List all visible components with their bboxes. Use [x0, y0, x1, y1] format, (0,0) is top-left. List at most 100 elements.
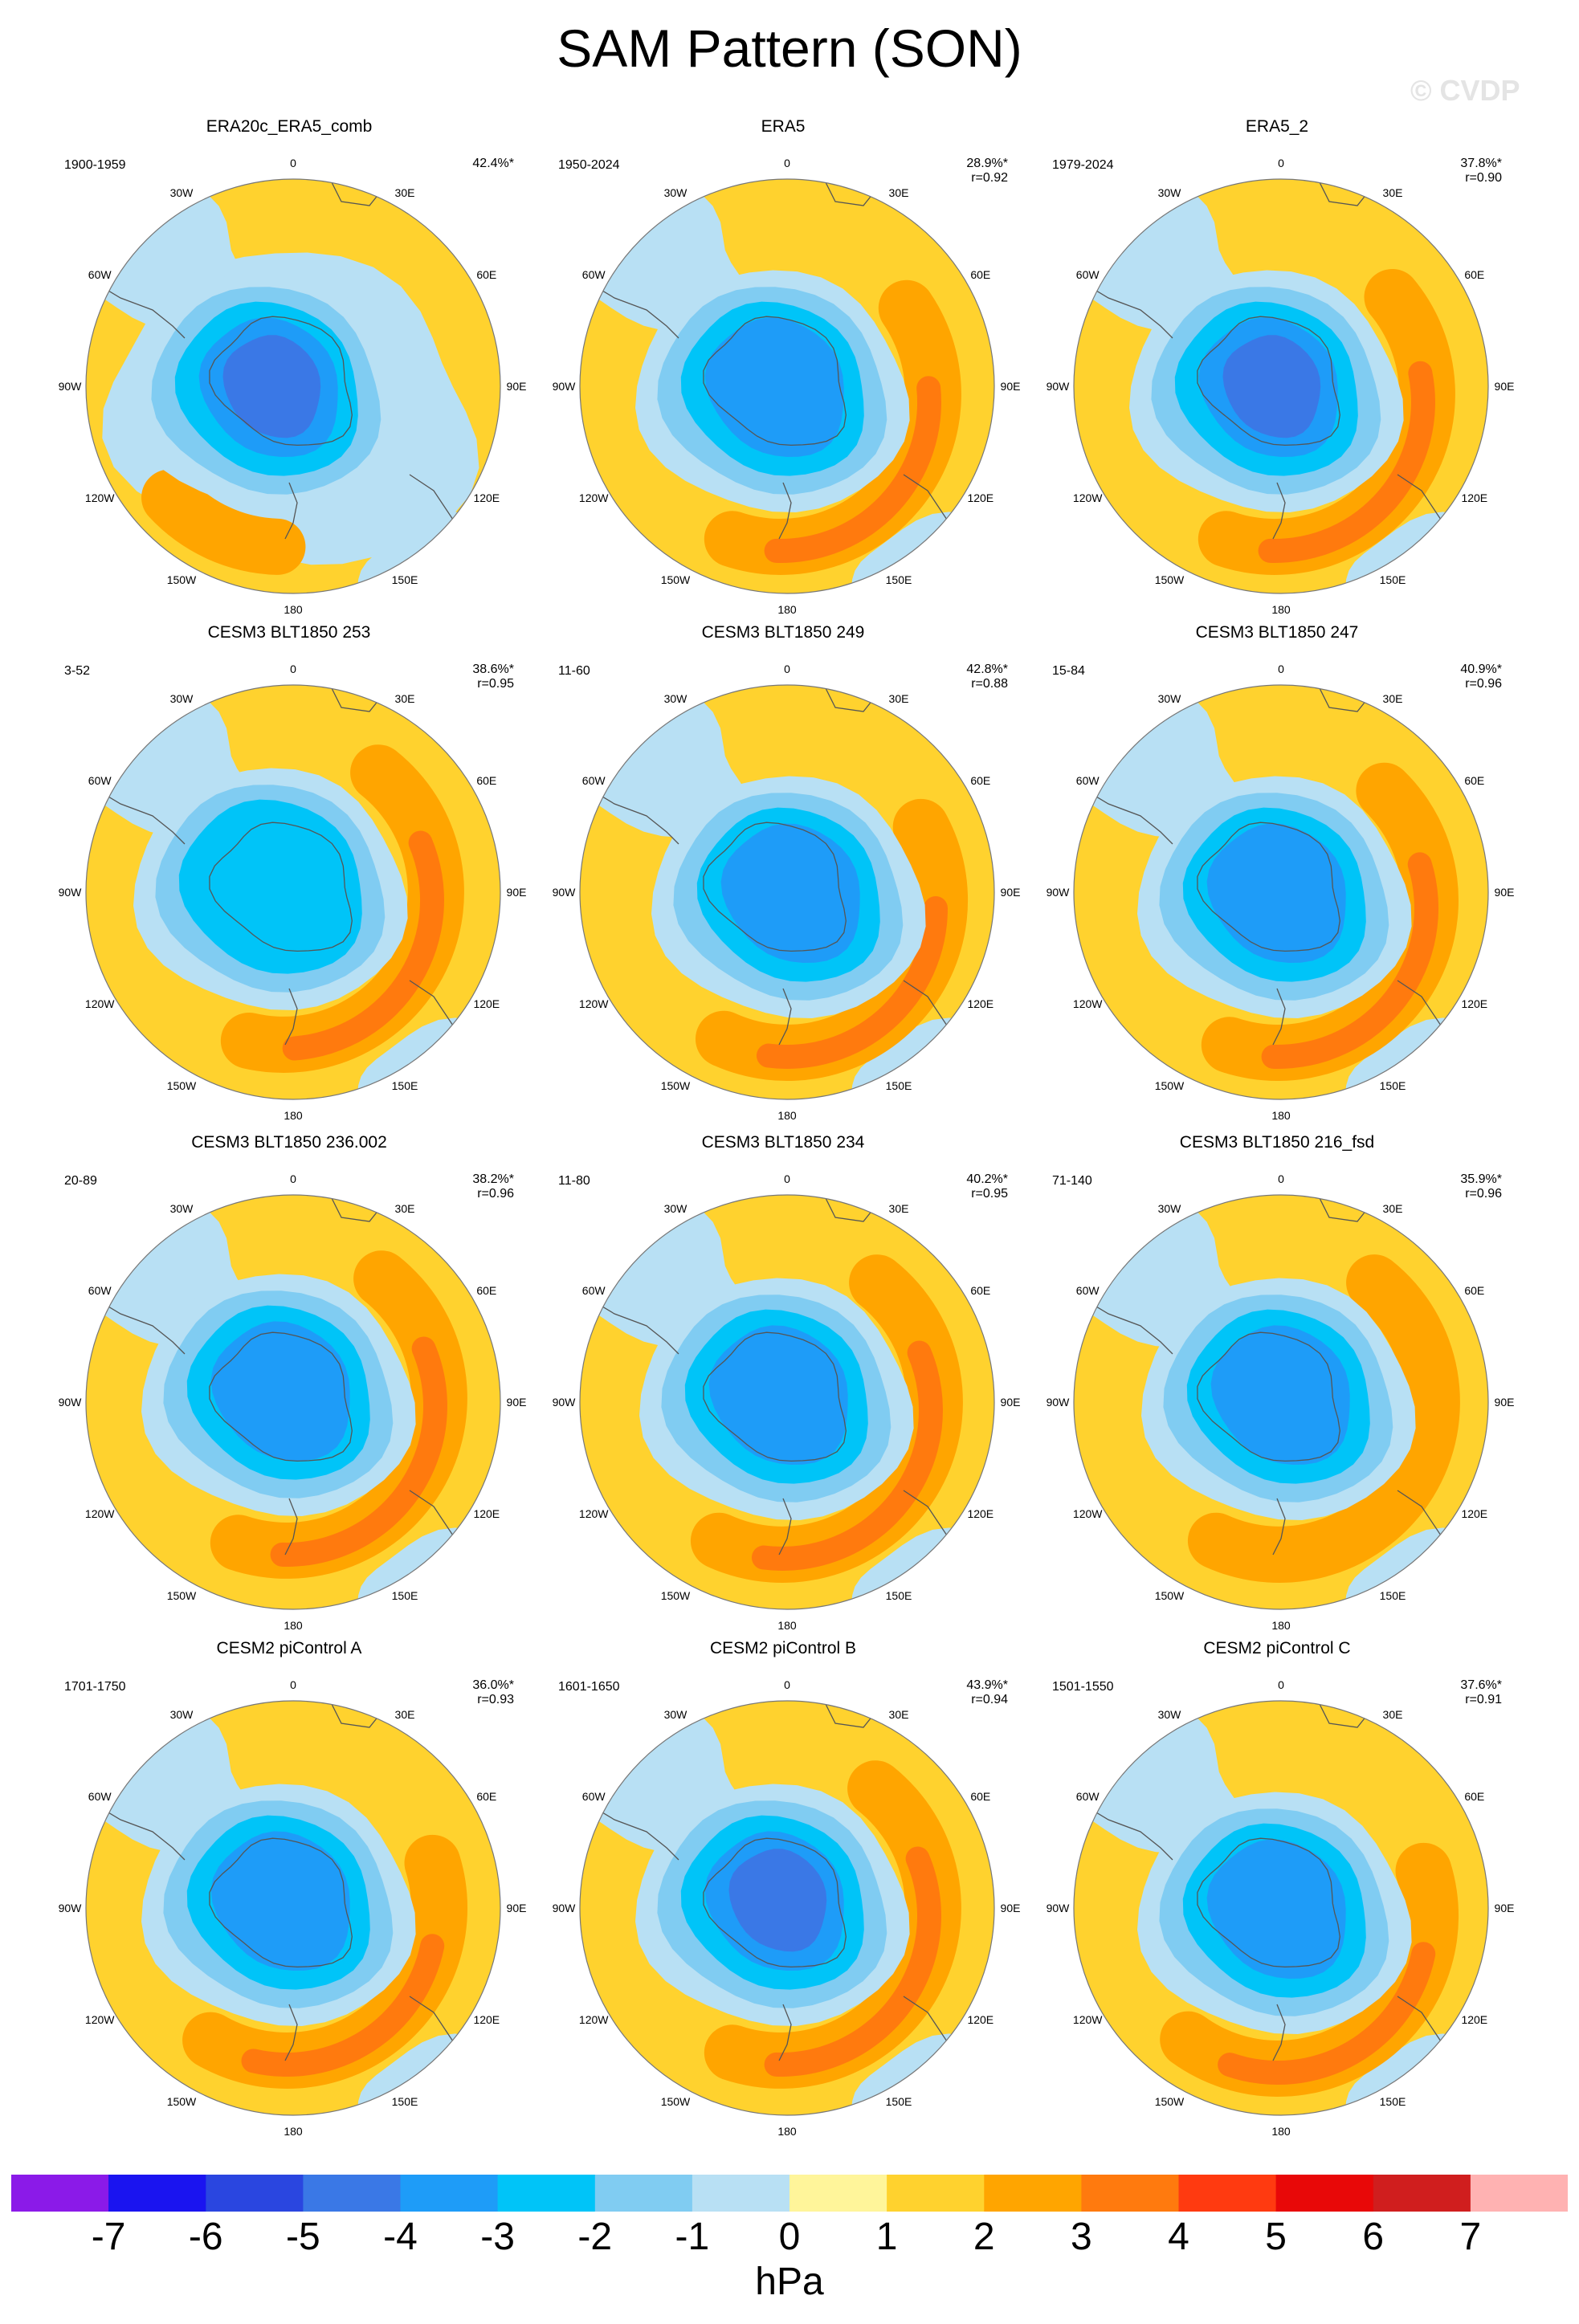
longitude-label: 180: [284, 2125, 303, 2138]
panel-title: ERA5_2: [1245, 117, 1309, 136]
map-border: [85, 684, 501, 1100]
positive-core: [764, 376, 942, 563]
longitude-label: 60E: [476, 268, 496, 281]
longitude-label: 30W: [170, 692, 194, 705]
panel-title: CESM2 piControl C: [1203, 1639, 1351, 1657]
explained-variance: 40.9%*: [1460, 663, 1502, 676]
longitude-label: 30E: [1383, 1202, 1403, 1215]
longitude-label: 60E: [476, 1790, 496, 1803]
longitude-label: 30E: [889, 186, 909, 199]
longitude-label: 120E: [1461, 491, 1487, 504]
longitude-label: 30W: [170, 1202, 194, 1215]
colorbar-tick-label: 5: [1265, 2216, 1287, 2258]
longitude-label: 150W: [167, 2095, 197, 2108]
period-label: 1501-1550: [1052, 1680, 1114, 1694]
explained-variance: 42.4%*: [472, 157, 514, 170]
longitude-label: 120E: [1461, 1507, 1487, 1520]
period-label: 1950-2024: [558, 158, 620, 172]
map-border: [1073, 684, 1489, 1100]
longitude-label: 90W: [1047, 1396, 1071, 1409]
longitude-label: 150E: [1380, 1079, 1406, 1092]
pattern-stats: 40.9%* r=0.96: [1406, 663, 1502, 691]
longitude-label: 30E: [1383, 692, 1403, 705]
polar-map: 0 30E 60E 90E 120E 150E 180 150W 120W 90W 60W 30W: [1047, 1678, 1515, 2138]
longitude-label: 90W: [553, 380, 577, 393]
longitude-label: 120E: [1461, 997, 1487, 1010]
explained-variance: 43.9%*: [966, 1678, 1008, 1692]
longitude-label: 150E: [886, 1589, 912, 1602]
longitude-label: 30W: [1158, 1202, 1182, 1215]
longitude-label: 120E: [967, 491, 994, 504]
longitude-label: 0: [1278, 1172, 1284, 1185]
longitude-label: 60E: [1464, 774, 1484, 787]
longitude-label: 60E: [1464, 1790, 1484, 1803]
longitude-label: 150W: [1155, 1079, 1185, 1092]
antarctica-outline: [703, 1331, 847, 1462]
positive-band: [141, 469, 306, 575]
map-panel: ERA5 0 30E 60E 90E 120E 150E 180 150W 120W 90W 60W 3…: [526, 116, 1040, 616]
period-label: 1900-1959: [64, 158, 126, 172]
positive-core: [751, 1340, 943, 1571]
longitude-label: 30E: [395, 1708, 415, 1721]
negative-contour: [728, 1849, 827, 1952]
longitude-label: 180: [1271, 1619, 1291, 1632]
panel-title: CESM3 BLT1850 253: [207, 623, 371, 642]
explained-variance: 38.2%*: [472, 1172, 514, 1186]
colorbar-tick-label: 4: [1168, 2216, 1189, 2258]
colorbar-tick-label: -7: [91, 2216, 126, 2258]
map-panel: CESM3 BLT1850 236.002 0 30E 60E 90E 120E 150E 1…: [32, 1132, 546, 1632]
explained-variance: 28.9%*: [966, 157, 1008, 170]
polar-map: 0 30E 60E 90E 120E 150E 180 150W 120W 90W 60W 30W: [553, 1678, 1021, 2138]
negative-contour: [1206, 1839, 1346, 1979]
longitude-label: 30E: [889, 1202, 909, 1215]
antarctica-outline: [209, 316, 353, 446]
polar-map: 0 30E 60E 90E 120E 150E 180 150W 120W 90W 60W 30W: [553, 1172, 1021, 1632]
positive-core: [1258, 361, 1435, 563]
new-zealand-coast: [284, 482, 298, 540]
polar-map: 0 30E 60E 90E 120E 150E 180 150W 120W 90W 60W 30W: [553, 157, 1021, 616]
positive-core: [282, 830, 444, 1061]
longitude-label: 60E: [970, 1790, 990, 1803]
longitude-label: 0: [1278, 1678, 1284, 1691]
negative-contour: [720, 823, 860, 963]
longitude-label: 120W: [579, 2013, 609, 2026]
map-border: [1073, 178, 1489, 594]
panel-title: CESM3 BLT1850 234: [701, 1133, 865, 1152]
longitude-label: 150E: [886, 2095, 912, 2108]
explained-variance: 36.0%*: [472, 1678, 514, 1692]
period-label: 1601-1650: [558, 1680, 620, 1694]
longitude-label: 120E: [473, 997, 500, 1010]
new-zealand-coast: [1272, 1498, 1286, 1555]
longitude-label: 120E: [1461, 2013, 1487, 2026]
pattern-correlation: r=0.91: [1465, 1693, 1502, 1706]
pattern-correlation: r=0.96: [1465, 677, 1502, 691]
longitude-label: 60W: [1076, 268, 1100, 281]
map-border: [579, 684, 995, 1100]
explained-variance: 42.8%*: [966, 663, 1008, 676]
colorbar: [11, 2175, 1568, 2212]
positive-core: [764, 1846, 941, 2077]
map-panel: CESM3 BLT1850 234 0 30E 60E 90E 120E 150E 180 15…: [526, 1132, 1040, 1632]
positive-band: [1187, 1254, 1460, 1583]
longitude-label: 120W: [579, 1507, 609, 1520]
pattern-stats: 37.6%* r=0.91: [1406, 1678, 1502, 1707]
longitude-label: 0: [290, 663, 296, 675]
longitude-label: 90W: [553, 1902, 577, 1914]
map-border: [579, 1194, 995, 1610]
longitude-label: 60W: [582, 268, 606, 281]
pattern-correlation: r=0.95: [971, 1187, 1008, 1201]
pattern-stats: 40.2%* r=0.95: [912, 1172, 1008, 1201]
colorbar-segment: [790, 2175, 887, 2212]
map-panel: CESM3 BLT1850 249 0 30E 60E 90E 120E 150E 180 15…: [526, 622, 1040, 1122]
antarctica-outline: [1197, 822, 1340, 952]
longitude-label: 120W: [1073, 491, 1103, 504]
longitude-label: 150W: [1155, 2095, 1185, 2108]
colorbar-segment: [1178, 2175, 1277, 2212]
colorbar-segment: [594, 2175, 693, 2212]
longitude-label: 60E: [970, 1284, 990, 1297]
longitude-label: 30W: [664, 1708, 688, 1721]
longitude-label: 90W: [1047, 380, 1071, 393]
pattern-correlation: r=0.93: [477, 1693, 514, 1706]
longitude-label: 90E: [1495, 1902, 1515, 1914]
colorbar-tick-label: -5: [286, 2216, 320, 2258]
